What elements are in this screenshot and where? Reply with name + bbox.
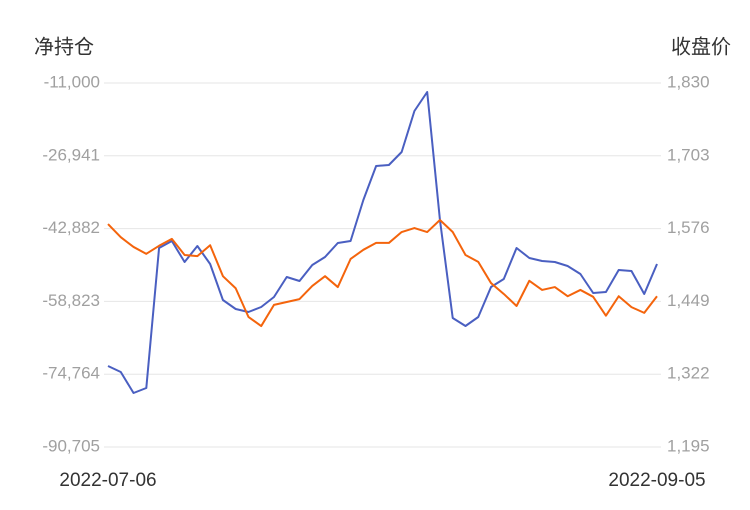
y-tick-label: -11,000 [44, 72, 100, 91]
y2-tick-label: 1,576 [667, 218, 710, 237]
x-tick-label: 2022-09-05 [608, 470, 705, 491]
y2-axis-title: 收盘价 [671, 35, 731, 58]
y2-tick-label: 1,830 [667, 72, 710, 91]
y-tick-label: -26,941 [42, 145, 100, 164]
y-axis-title: 净持仓 [34, 35, 94, 58]
x-tick-label: 2022-07-06 [59, 470, 156, 491]
y2-tick-label: 1,449 [667, 291, 710, 310]
series-line [107, 219, 658, 328]
y-tick-label: -42,882 [42, 218, 100, 237]
y-tick-label: -74,764 [42, 364, 100, 383]
y2-tick-label: 1,195 [667, 436, 710, 455]
y2-tick-label: 1,322 [667, 364, 710, 383]
y-tick-label: -90,705 [42, 436, 100, 455]
y2-tick-label: 1,703 [667, 145, 710, 164]
y-tick-label: -58,823 [42, 291, 100, 310]
series-line [107, 91, 658, 394]
